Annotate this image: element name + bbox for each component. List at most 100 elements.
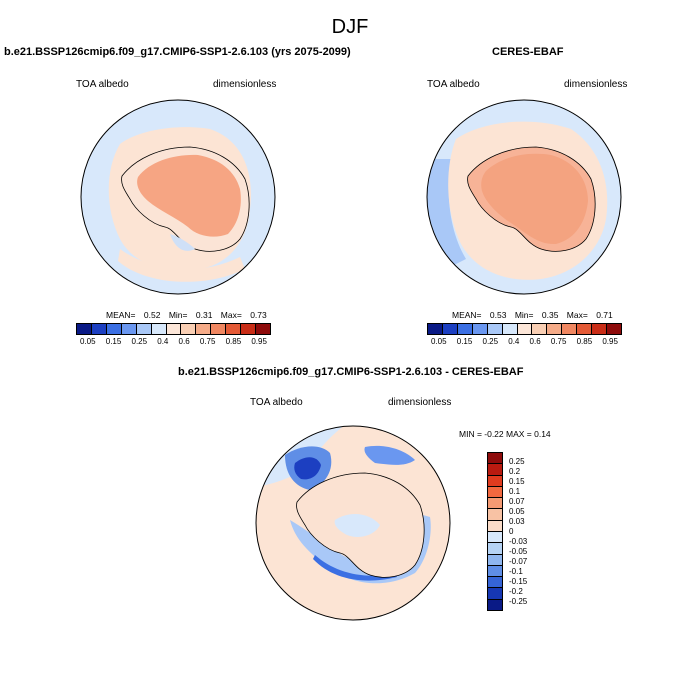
panel-3-title: b.e21.BSSP126cmip6.f09_g17.CMIP6-SSP1-2.… xyxy=(178,366,524,378)
panel-3-variable-label: TOA albedo xyxy=(250,397,303,408)
colorbar-swatch xyxy=(488,475,502,487)
max-value: 0.73 xyxy=(250,310,267,320)
colorbar-swatches xyxy=(487,452,503,611)
colorbar-swatch xyxy=(488,531,502,544)
colorbar-swatch xyxy=(151,324,167,334)
colorbar-tick-label: 0.4 xyxy=(157,337,169,346)
max-label: Max= xyxy=(566,310,588,320)
colorbar-swatch xyxy=(196,324,212,334)
colorbar-swatch xyxy=(136,324,152,334)
colorbar-tick-label: 0.07 xyxy=(509,496,525,506)
panel-3-polar-map xyxy=(255,425,451,621)
colorbar-swatch xyxy=(472,324,488,334)
colorbar-tick-label: 0.6 xyxy=(178,337,190,346)
colorbar-swatch xyxy=(488,543,502,555)
mean-value: 0.53 xyxy=(489,310,507,320)
colorbar-swatch xyxy=(226,324,242,334)
panel-3-colorbar: 0.25 0.2 0.15 0.1 0.07 0.05 0.03 0 -0.03 -0.05 -0.… xyxy=(487,452,527,611)
colorbar-tick-label: 0.03 xyxy=(509,516,525,526)
colorbar-swatch xyxy=(562,324,578,334)
panel-2-title: CERES-EBAF xyxy=(492,46,564,58)
panel-1-polar-map xyxy=(80,99,276,295)
colorbar-swatch xyxy=(488,577,502,589)
colorbar-swatch xyxy=(577,324,593,334)
colorbar-swatch xyxy=(488,520,502,532)
colorbar-swatch xyxy=(592,324,608,334)
colorbar-swatch xyxy=(532,324,548,334)
min-value: 0.31 xyxy=(195,310,213,320)
panel-2-stats: MEAN= 0.53 Min= 0.35 Max= 0.71 xyxy=(452,310,613,320)
ross-sea-field xyxy=(170,234,195,251)
colorbar-swatches xyxy=(427,323,622,335)
colorbar-tick-label: -0.03 xyxy=(509,537,528,547)
colorbar-tick-label: 0 xyxy=(509,526,514,536)
colorbar-swatch xyxy=(181,324,197,334)
panel-2-polar-map xyxy=(426,99,622,295)
colorbar-tick-label: 0.25 xyxy=(131,337,148,346)
map-border xyxy=(80,99,276,295)
colorbar-swatch xyxy=(488,453,502,465)
colorbar-tick-label: -0.1 xyxy=(509,567,523,577)
strong-negative-band xyxy=(313,555,397,581)
colorbar-tick-label: 0.85 xyxy=(576,337,593,346)
colorbar-tick-label: 0.05 xyxy=(80,337,96,346)
colorbar-tick-label: -0.25 xyxy=(509,597,528,607)
colorbar-tick-label: 0.85 xyxy=(225,337,242,346)
colorbar-swatch xyxy=(488,464,502,476)
colorbar-swatch xyxy=(241,324,257,334)
peak-negative-field xyxy=(294,457,321,480)
colorbar-tick-label: 0.05 xyxy=(509,506,525,516)
mean-value: 0.52 xyxy=(143,310,161,320)
colorbar-tick-label: 0.1 xyxy=(509,486,521,496)
colorbar-tick-label: 0.15 xyxy=(105,337,122,346)
max-value: 0.71 xyxy=(596,310,613,320)
colorbar-tick-label: 0.75 xyxy=(199,337,216,346)
panel-1-colorbar: 0.05 0.15 0.25 0.4 0.6 0.75 0.85 0.95 xyxy=(76,323,271,346)
min-value: 0.35 xyxy=(541,310,559,320)
colorbar-swatch xyxy=(488,588,502,600)
colorbar-swatch xyxy=(442,324,458,334)
colorbar-tick-label: -0.07 xyxy=(509,557,528,567)
colorbar-tick-label: 0.4 xyxy=(508,337,520,346)
colorbar-swatch xyxy=(607,324,621,334)
colorbar-swatch xyxy=(211,324,227,334)
colorbar-tick-label: -0.15 xyxy=(509,577,528,587)
panel-1-title: b.e21.BSSP126cmip6.f09_g17.CMIP6-SSP1-2.… xyxy=(4,46,351,58)
colorbar-swatch xyxy=(488,509,502,521)
outer-field xyxy=(118,249,245,282)
colorbar-swatch xyxy=(547,324,563,334)
colorbar-swatch xyxy=(502,324,518,334)
colorbar-tick-label: 0.15 xyxy=(456,337,473,346)
colorbar-swatch xyxy=(457,324,473,334)
map-border xyxy=(255,425,451,621)
min-label: Min= xyxy=(168,310,188,320)
mean-label: MEAN= xyxy=(106,310,136,320)
colorbar-swatch xyxy=(488,565,502,578)
colorbar-swatch xyxy=(517,324,533,334)
colorbar-swatch xyxy=(487,324,503,334)
colorbar-swatch xyxy=(256,324,270,334)
colorbar-tick-label: 0.75 xyxy=(550,337,567,346)
colorbar-tick-label: 0.95 xyxy=(602,337,618,346)
colorbar-tick-label: 0.15 xyxy=(509,476,525,486)
colorbar-tick-label: 0.95 xyxy=(251,337,267,346)
map-border xyxy=(426,99,622,295)
colorbar-tick-label: 0.2 xyxy=(509,466,521,476)
panel-3-stats: MIN = -0.22 MAX = 0.14 xyxy=(459,429,551,439)
colorbar-tick-labels: 0.25 0.2 0.15 0.1 0.07 0.05 0.03 0 -0.03 -0.05 -0.… xyxy=(509,452,527,611)
panel-2-colorbar: 0.05 0.15 0.25 0.4 0.6 0.75 0.85 0.95 xyxy=(427,323,622,346)
strong-negative-field xyxy=(364,445,415,465)
colorbar-tick-labels: 0.05 0.15 0.25 0.4 0.6 0.75 0.85 0.95 xyxy=(76,335,271,346)
ice-sheet-field xyxy=(137,154,241,237)
colorbar-swatch xyxy=(428,324,443,334)
colorbar-swatch xyxy=(106,324,122,334)
panel-3-units-label: dimensionless xyxy=(388,397,452,408)
panel-1-variable-label: TOA albedo xyxy=(76,79,129,90)
panel-1-stats: MEAN= 0.52 Min= 0.31 Max= 0.73 xyxy=(106,310,267,320)
max-label: Max= xyxy=(220,310,242,320)
colorbar-swatch xyxy=(488,486,502,499)
colorbar-tick-label: 0.6 xyxy=(529,337,541,346)
colorbar-tick-label: -0.05 xyxy=(509,547,528,557)
ice-sheet-field xyxy=(481,153,588,245)
colorbar-tick-label: 0.05 xyxy=(431,337,447,346)
